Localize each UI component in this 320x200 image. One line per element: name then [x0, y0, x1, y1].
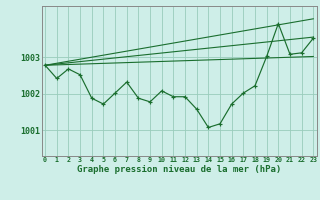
X-axis label: Graphe pression niveau de la mer (hPa): Graphe pression niveau de la mer (hPa) [77, 164, 281, 174]
